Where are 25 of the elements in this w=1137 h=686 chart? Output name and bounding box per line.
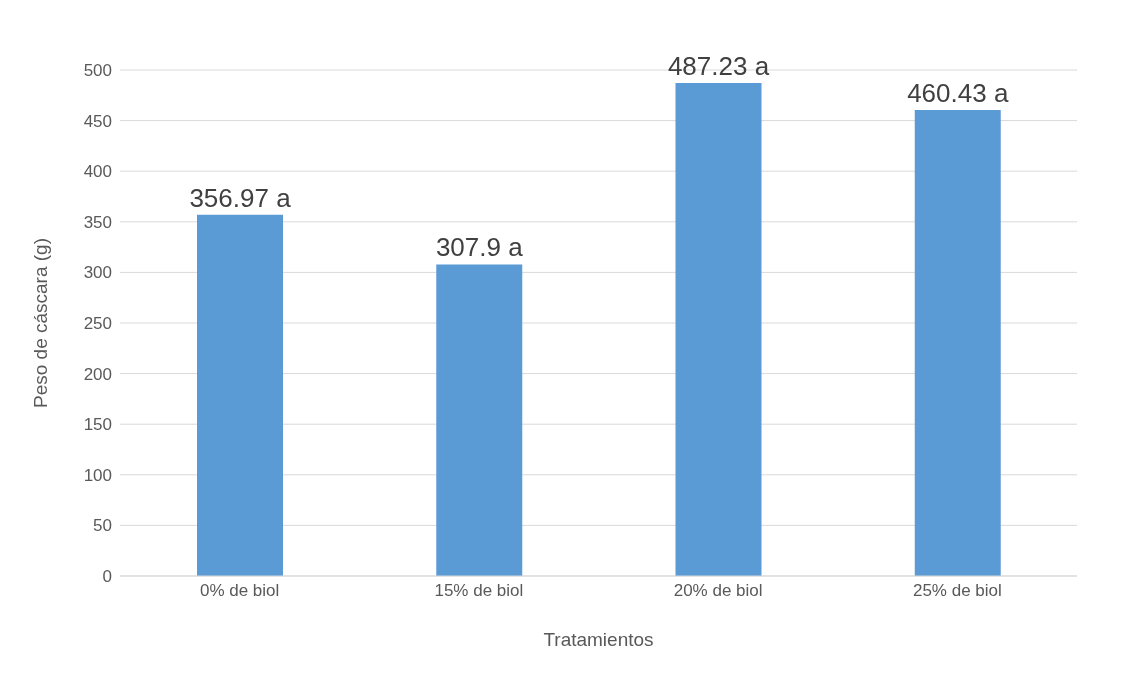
y-tick-label: 50 bbox=[93, 516, 112, 536]
x-tick-label: 20% de biol bbox=[673, 581, 763, 601]
y-axis-title: Peso de cáscara (g) bbox=[29, 237, 51, 409]
x-axis-title: Tratamientos bbox=[543, 629, 654, 650]
x-tick-label: 0% de biol bbox=[199, 581, 280, 601]
data-label: 460.43 a bbox=[907, 78, 1009, 109]
data-label: 356.97 a bbox=[189, 182, 292, 213]
y-tick-label: 400 bbox=[83, 162, 112, 182]
bar bbox=[436, 264, 523, 576]
y-tick-label: 0 bbox=[102, 567, 112, 587]
bar bbox=[197, 214, 283, 576]
y-tick-label: 500 bbox=[83, 61, 112, 81]
y-tick-label: 150 bbox=[83, 415, 112, 435]
bar bbox=[914, 110, 1001, 576]
y-tick-label: 350 bbox=[83, 212, 112, 232]
y-tick-label: 250 bbox=[83, 314, 112, 334]
y-tick-label: 200 bbox=[83, 364, 112, 384]
y-tick-label: 300 bbox=[83, 263, 112, 283]
y-tick-label: 450 bbox=[83, 111, 112, 131]
x-tick-label: 25% de biol bbox=[912, 581, 1002, 601]
x-tick-label: 15% de biol bbox=[434, 581, 524, 601]
bar bbox=[675, 82, 762, 576]
data-label: 307.9 a bbox=[435, 232, 524, 263]
y-tick-label: 100 bbox=[83, 465, 112, 485]
data-label: 487.23 a bbox=[667, 50, 770, 81]
